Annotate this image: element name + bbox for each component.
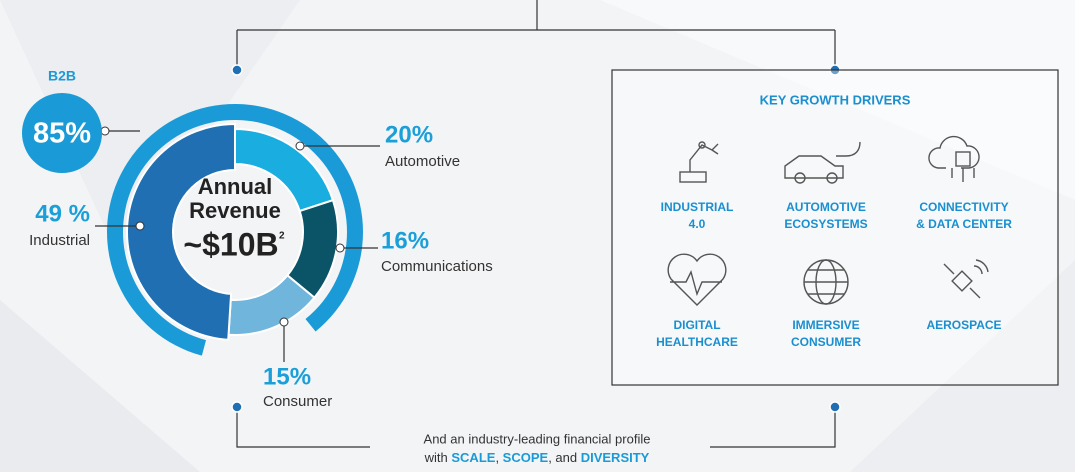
driver-label: INDUSTRIAL (661, 200, 734, 214)
label-dot (295, 141, 305, 151)
connector-dot (829, 401, 841, 413)
footer-part: SCOPE (503, 450, 549, 465)
footnote-mark: 2 (279, 231, 285, 242)
drivers-title: KEY GROWTH DRIVERS (760, 92, 911, 107)
donut-segment (126, 122, 236, 341)
driver-label: & DATA CENTER (916, 217, 1012, 231)
driver-label: AUTOMOTIVE (786, 200, 866, 214)
connector-dot (231, 401, 243, 413)
footer-line2: with SCALE, SCOPE, and DIVERSITY (424, 450, 650, 465)
bottom-connector (236, 407, 836, 448)
globe-icon (803, 259, 849, 305)
robot-arm-icon (679, 141, 719, 183)
driver-label: ECOSYSTEMS (784, 217, 867, 231)
value-label: 16% (381, 227, 429, 254)
b2b-name: B2B (48, 68, 76, 84)
center-value: ~$10B (183, 226, 278, 262)
b2b-value: 85% (33, 118, 91, 150)
category-label: Communications (381, 258, 493, 275)
satellite-icon (943, 259, 989, 299)
driver-label: CONSUMER (791, 335, 861, 349)
footer-part: SCALE (451, 450, 495, 465)
drivers-box (611, 69, 1059, 386)
icons (667, 135, 989, 306)
footer-part: , and (548, 450, 581, 465)
cloud-chip-icon (928, 135, 980, 182)
driver-label: AEROSPACE (926, 318, 1001, 332)
label-dot (279, 317, 289, 327)
top-connector (236, 0, 836, 70)
category-label: Automotive (385, 153, 460, 170)
driver-label: HEALTHCARE (656, 335, 738, 349)
label-dot (100, 126, 110, 136)
heart-icon (667, 253, 727, 306)
driver-label: IMMERSIVE (792, 318, 859, 332)
center-label: Revenue (189, 198, 281, 223)
value-label: 20% (385, 121, 433, 148)
category-label: Consumer (263, 393, 332, 410)
value-label: 15% (263, 363, 311, 390)
footer-part: , (495, 450, 502, 465)
car-icon (784, 141, 861, 184)
driver-label: CONNECTIVITY (919, 200, 1008, 214)
value-label: 49 % (35, 200, 90, 227)
driver-label: DIGITAL (673, 318, 720, 332)
footer-part: DIVERSITY (581, 450, 650, 465)
center-label: Annual (198, 174, 273, 199)
label-dot (335, 243, 345, 253)
footer-line1: And an industry-leading financial profil… (424, 431, 651, 446)
driver-label: 4.0 (689, 217, 706, 231)
category-label: Industrial (29, 232, 90, 249)
b2b-badge (22, 93, 102, 173)
connector-dot (231, 64, 243, 76)
label-dot (135, 221, 145, 231)
footer-part: with (424, 450, 452, 465)
